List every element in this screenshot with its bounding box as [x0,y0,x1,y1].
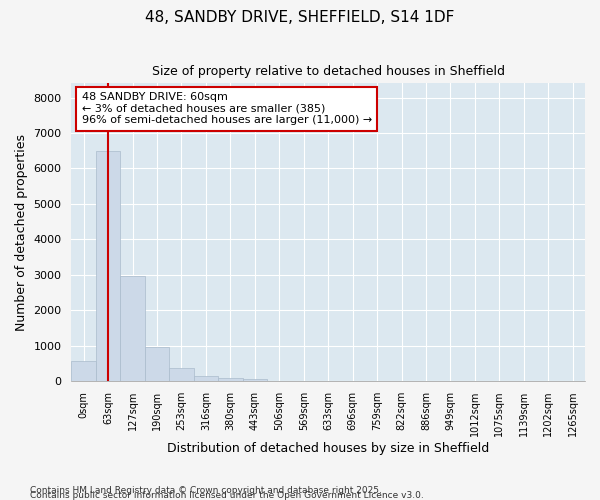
Title: Size of property relative to detached houses in Sheffield: Size of property relative to detached ho… [152,65,505,78]
Y-axis label: Number of detached properties: Number of detached properties [15,134,28,331]
Bar [71,362,96,381]
Bar [218,378,242,381]
X-axis label: Distribution of detached houses by size in Sheffield: Distribution of detached houses by size … [167,442,490,455]
Text: 48, SANDBY DRIVE, SHEFFIELD, S14 1DF: 48, SANDBY DRIVE, SHEFFIELD, S14 1DF [145,10,455,25]
Bar [194,376,218,381]
Bar [169,368,194,381]
Bar [145,347,169,381]
Text: Contains public sector information licensed under the Open Government Licence v3: Contains public sector information licen… [30,491,424,500]
Bar [121,276,145,381]
Text: 48 SANDBY DRIVE: 60sqm
← 3% of detached houses are smaller (385)
96% of semi-det: 48 SANDBY DRIVE: 60sqm ← 3% of detached … [82,92,372,126]
Text: Contains HM Land Registry data © Crown copyright and database right 2025.: Contains HM Land Registry data © Crown c… [30,486,382,495]
Bar [96,152,121,381]
Bar [242,380,267,381]
